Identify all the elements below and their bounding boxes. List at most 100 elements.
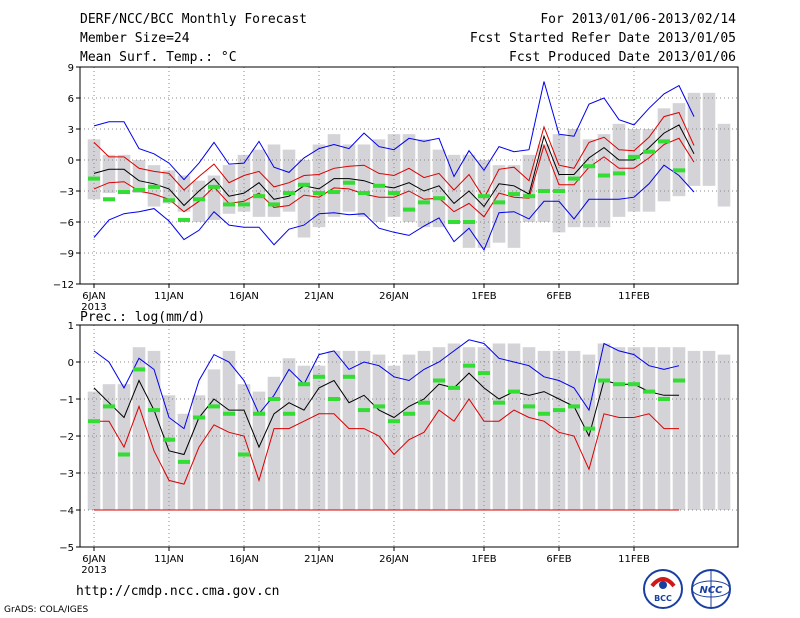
x-tick-label: 11JAN: [154, 554, 184, 565]
climate-bar: [537, 350, 551, 510]
obs-marker: [508, 389, 520, 394]
obs-marker: [118, 452, 130, 457]
series-ensemble-min: [93, 164, 695, 251]
variable-label: Mean Surf. Temp.: °C: [80, 50, 237, 65]
x-tick-label: 1FEB: [471, 291, 496, 302]
obs-marker: [553, 408, 565, 413]
obs-marker: [418, 200, 430, 205]
obs-marker: [538, 411, 550, 416]
y-tick-label: −4: [59, 506, 74, 517]
obs-marker: [643, 149, 655, 154]
obs-marker: [148, 184, 160, 189]
ncc-logo: NCC: [691, 569, 731, 609]
climate-bar: [522, 154, 536, 222]
obs-marker: [298, 182, 310, 187]
obs-marker: [388, 419, 400, 424]
y-tick-label: −5: [59, 543, 74, 554]
climate-bar: [267, 376, 281, 510]
climate-bar: [597, 343, 611, 510]
climate-bar: [222, 165, 236, 214]
climate-bar: [522, 347, 536, 510]
obs-marker: [523, 404, 535, 409]
climate-bar: [687, 350, 701, 510]
obs-marker: [658, 397, 670, 401]
y-tick-label: 3: [68, 125, 74, 136]
x-tick-label: 6FEB: [546, 291, 571, 302]
climate-bar: [297, 365, 311, 510]
obs-marker: [478, 194, 490, 199]
climate-bar: [492, 343, 506, 510]
x-tick-label: 26JAN: [379, 291, 409, 302]
obs-marker: [178, 217, 190, 222]
obs-marker: [313, 191, 325, 196]
obs-marker: [613, 382, 625, 387]
obs-marker: [508, 192, 520, 197]
obs-marker: [193, 197, 205, 202]
x-tick-year-label: 2013: [81, 302, 106, 310]
obs-marker: [223, 202, 235, 207]
obs-marker: [253, 411, 265, 416]
climate-bar: [582, 354, 596, 510]
obs-marker: [553, 189, 565, 193]
obs-marker: [388, 191, 400, 196]
obs-marker: [613, 171, 625, 176]
obs-marker: [148, 408, 160, 413]
climate-bar: [327, 350, 341, 510]
obs-marker: [568, 404, 580, 409]
climate-bar: [627, 129, 641, 212]
climate-bar: [87, 139, 101, 200]
obs-marker: [88, 176, 100, 181]
y-tick-label: −12: [53, 280, 74, 291]
obs-marker: [478, 371, 490, 376]
x-tick-label: 6JAN: [82, 291, 105, 302]
obs-marker: [133, 367, 145, 372]
y-tick-label: −3: [59, 469, 74, 480]
climate-bar: [462, 347, 476, 510]
obs-marker: [328, 190, 340, 195]
obs-marker: [178, 459, 190, 464]
climate-bar: [342, 144, 356, 212]
climate-bar: [537, 144, 551, 222]
climate-bar: [342, 350, 356, 510]
obs-marker: [418, 400, 430, 405]
obs-marker: [343, 374, 355, 379]
climate-bar: [642, 347, 656, 510]
y-tick-label: −6: [59, 218, 74, 229]
climate-bar: [147, 350, 161, 510]
climate-bar: [162, 170, 176, 204]
obs-marker: [298, 382, 310, 387]
chart-title: DERF/NCC/BCC Monthly Forecast: [80, 12, 307, 27]
climate-bar: [222, 350, 236, 510]
climate-bar: [402, 134, 416, 222]
obs-marker: [253, 194, 265, 199]
forecast-period: For 2013/01/06-2013/02/14: [540, 12, 736, 27]
obs-marker: [193, 415, 205, 420]
obs-marker: [493, 200, 505, 205]
x-tick-label: 6JAN: [82, 554, 105, 565]
climate-bar: [477, 347, 491, 510]
obs-marker: [493, 400, 505, 405]
climate-bar: [717, 354, 731, 510]
obs-marker: [463, 363, 475, 368]
obs-marker: [448, 220, 460, 224]
obs-marker: [103, 404, 115, 409]
series-ensemble-lower: [94, 398, 679, 485]
obs-marker: [628, 154, 640, 159]
climate-bar: [312, 144, 326, 228]
obs-marker: [163, 198, 175, 203]
y-tick-label: −3: [59, 187, 74, 198]
x-tick-label: 11FEB: [618, 554, 650, 565]
obs-marker: [643, 389, 655, 394]
climate-bar: [582, 139, 596, 228]
precip-axis-label: Prec.: log(mm/d): [80, 310, 206, 325]
climate-bar: [432, 347, 446, 510]
y-tick-label: 0: [68, 358, 74, 369]
obs-marker: [238, 452, 250, 457]
climate-bar: [132, 347, 146, 510]
series-ensemble-max: [93, 81, 695, 181]
climate-bar: [507, 343, 521, 510]
obs-marker: [433, 378, 445, 383]
member-size: Member Size=24: [80, 31, 190, 46]
